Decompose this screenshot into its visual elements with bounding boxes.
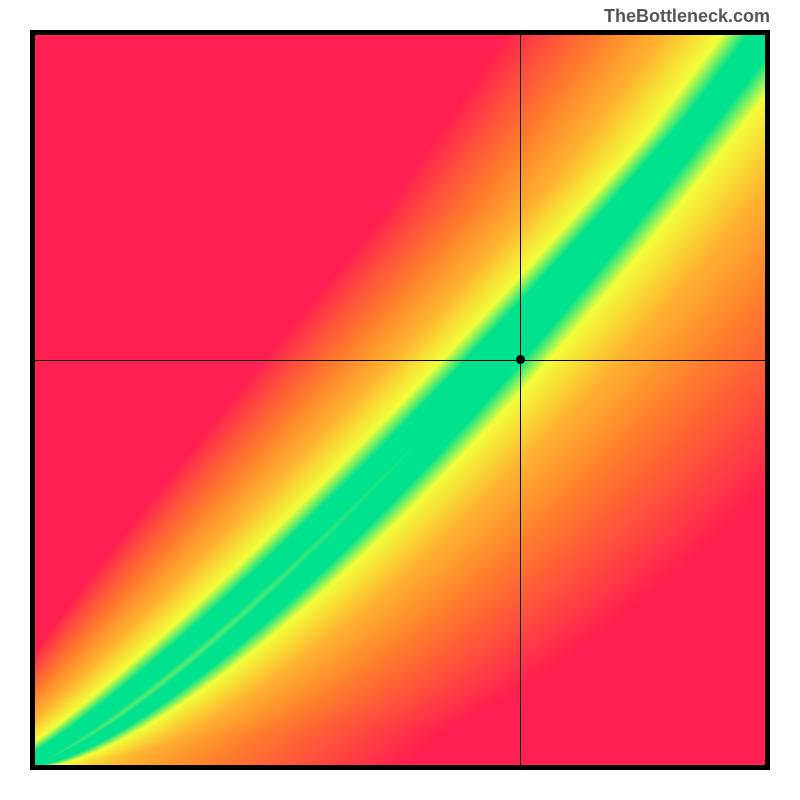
crosshair-vertical	[520, 35, 521, 765]
crosshair-horizontal	[35, 360, 765, 361]
bottleneck-chart-container: TheBottleneck.com	[0, 0, 800, 800]
chart-plot-area	[35, 35, 765, 765]
chart-frame	[30, 30, 770, 770]
heatmap-canvas	[35, 35, 765, 765]
attribution-label: TheBottleneck.com	[604, 6, 770, 27]
